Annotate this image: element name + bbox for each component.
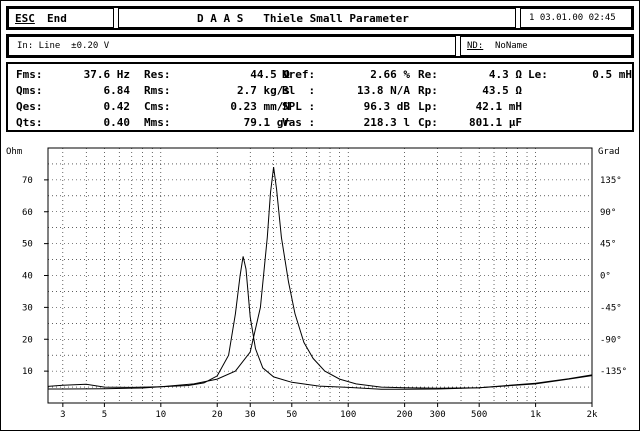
param-label: Lp: bbox=[418, 100, 438, 113]
param-value: 13.8 N/A bbox=[357, 84, 410, 97]
param-value: 96.3 dB bbox=[363, 100, 410, 113]
param-label: Res: bbox=[144, 68, 171, 81]
param-value: 801.1 µF bbox=[469, 116, 522, 129]
param-value: 0.5 mH bbox=[592, 68, 632, 81]
y-axis-label-left: Ohm bbox=[6, 147, 22, 157]
param-value: 44.5 Ω bbox=[250, 68, 290, 81]
x-tick-label: 200 bbox=[396, 410, 412, 420]
end-label: End bbox=[47, 12, 67, 25]
x-tick-label: 500 bbox=[471, 410, 487, 420]
x-tick-label: 100 bbox=[340, 410, 356, 420]
param-label: Bl : bbox=[282, 84, 316, 97]
param-label: SPL : bbox=[282, 100, 316, 113]
param-label: Qms: bbox=[16, 84, 43, 97]
y-tick-label-right: 135° bbox=[600, 176, 622, 186]
y-tick-label-left: 10 bbox=[22, 367, 33, 377]
param-value: 79.1 gr bbox=[243, 116, 290, 129]
y-tick-label-left: 30 bbox=[22, 303, 33, 313]
x-tick-label: 30 bbox=[245, 410, 256, 420]
param-label: Cp: bbox=[418, 116, 438, 129]
y-tick-label-left: 50 bbox=[22, 240, 33, 250]
param-value: 218.3 l bbox=[363, 116, 410, 129]
param-value: 4.3 Ω bbox=[488, 68, 522, 81]
param-value: 37.6 Hz bbox=[83, 68, 130, 81]
impedance-phase-chart: Ohm Grad 10 20 30 40 50 60 70 135° 90° 45° 0° -45° -90… bbox=[6, 147, 627, 420]
y-tick-label-left: 40 bbox=[22, 272, 33, 282]
param-label: Qts: bbox=[16, 116, 43, 129]
input-panel[interactable]: In: Line ±0.20 V bbox=[8, 36, 456, 56]
param-label: Fms: bbox=[16, 68, 43, 81]
page-title: D A A S Thiele Small Parameter bbox=[197, 12, 409, 25]
x-tick-label: 3 bbox=[60, 410, 65, 420]
param-value: 0.42 bbox=[103, 100, 131, 113]
x-tick-label: 2k bbox=[587, 410, 598, 420]
param-label: Qes: bbox=[16, 100, 43, 113]
param-label: Rp: bbox=[418, 84, 438, 97]
title-panel: D A A S Thiele Small Parameter bbox=[118, 8, 516, 28]
datetime-panel: 1 03.01.00 02:45 bbox=[520, 8, 632, 28]
param-value: 2.7 kg/s bbox=[237, 84, 290, 97]
param-value: 42.1 mH bbox=[475, 100, 522, 113]
x-tick-label: 300 bbox=[429, 410, 445, 420]
param-value: 6.84 bbox=[103, 84, 131, 97]
y-tick-label-left: 60 bbox=[22, 208, 33, 218]
param-label: Cms: bbox=[144, 100, 171, 113]
name-value: NoName bbox=[495, 41, 528, 51]
series-line-1 bbox=[47, 256, 593, 390]
param-label: Vas : bbox=[282, 116, 316, 129]
input-text: In: Line ±0.20 V bbox=[17, 41, 110, 51]
datetime-text: 1 03.01.00 02:45 bbox=[529, 13, 616, 23]
param-label: Rms: bbox=[144, 84, 171, 97]
y-tick-label-right: -90° bbox=[600, 335, 622, 345]
param-value: 43.5 Ω bbox=[482, 84, 522, 97]
param-label: Re: bbox=[418, 68, 438, 81]
y-axis-label-right: Grad bbox=[598, 147, 620, 157]
y-tick-label-left: 70 bbox=[22, 176, 33, 186]
param-label: Nref: bbox=[282, 68, 316, 81]
nd-label: ND: bbox=[467, 41, 484, 51]
y-tick-label-left: 20 bbox=[22, 335, 33, 345]
param-value: 0.23 mm/N bbox=[230, 100, 290, 113]
param-value: 0.40 bbox=[103, 116, 131, 129]
y-tick-label-right: 0° bbox=[600, 272, 611, 282]
series-line-2 bbox=[48, 167, 593, 390]
x-tick-label: 20 bbox=[212, 410, 223, 420]
x-tick-label: 10 bbox=[155, 410, 166, 420]
y-tick-label-right: -45° bbox=[600, 303, 622, 313]
parameter-panel bbox=[6, 62, 634, 132]
y-tick-label-right: 45° bbox=[600, 240, 616, 250]
y-tick-label-right: -135° bbox=[600, 367, 627, 377]
x-tick-label: 5 bbox=[102, 410, 107, 420]
param-label: Le: bbox=[528, 68, 548, 81]
param-label: Mms: bbox=[144, 116, 171, 129]
param-value: 2.66 % bbox=[370, 68, 410, 81]
x-tick-label: 50 bbox=[286, 410, 297, 420]
y-tick-label-right: 90° bbox=[600, 208, 616, 218]
x-tick-label: 1k bbox=[530, 410, 541, 420]
esc-end-button[interactable]: ESC End bbox=[8, 8, 114, 28]
name-panel[interactable]: ND: NoName bbox=[460, 36, 632, 56]
esc-label: ESC bbox=[15, 12, 35, 25]
